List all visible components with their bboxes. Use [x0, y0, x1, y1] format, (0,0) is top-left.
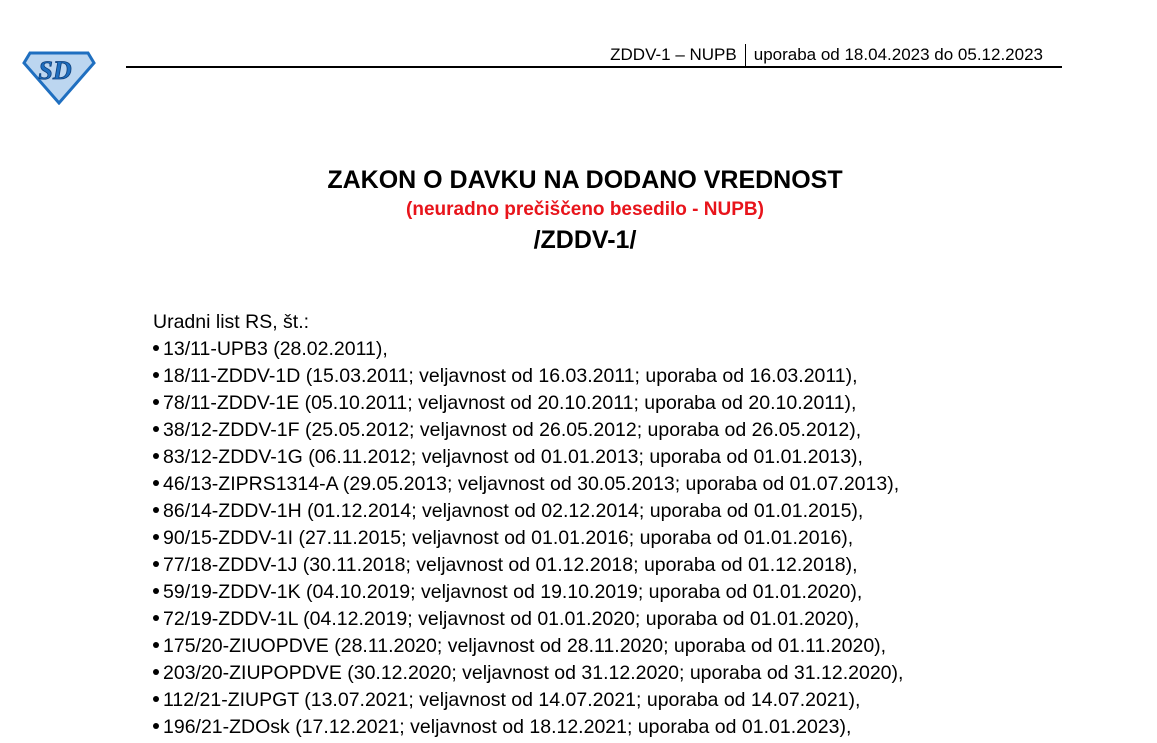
bullet-icon — [153, 344, 159, 351]
gazette-item-text: 203/20-ZIUPOPDVE (30.12.2020; veljavnost… — [163, 662, 904, 684]
header-code: ZDDV-1 – NUPB — [610, 45, 737, 64]
gazette-item: 46/13-ZIPRS1314-A (29.05.2013; veljavnos… — [153, 471, 903, 498]
gazette-item: 175/20-ZIUOPDVE (28.11.2020; veljavnost … — [153, 633, 903, 660]
bullet-icon — [153, 425, 159, 432]
sd-logo: SD — [22, 51, 96, 105]
document-subtitle: (neuradno prečiščeno besedilo - NUPB) — [406, 199, 764, 220]
gazette-item: 112/21-ZIUPGT (13.07.2021; veljavnost od… — [153, 687, 903, 714]
gazette-item: 203/20-ZIUPOPDVE (30.12.2020; veljavnost… — [153, 660, 903, 687]
bullet-icon — [153, 479, 159, 486]
bullet-icon — [153, 587, 159, 594]
bullet-icon — [153, 506, 159, 513]
running-header: ZDDV-1 – NUPB uporaba od 18.04.2023 do 0… — [610, 44, 1043, 66]
gazette-label: Uradni list RS, št.: — [153, 311, 310, 333]
bullet-icon — [153, 533, 159, 540]
document-abbreviation: /ZDDV-1/ — [533, 226, 637, 254]
gazette-item-text: 90/15-ZDDV-1I (27.11.2015; veljavnost od… — [163, 527, 854, 549]
header-separator — [744, 44, 746, 66]
svg-text:SD: SD — [38, 56, 71, 85]
gazette-item-text: 196/21-ZDOsk (17.12.2021; veljavnost od … — [163, 716, 852, 738]
bullet-icon — [153, 722, 159, 729]
bullet-icon — [153, 668, 159, 675]
gazette-item-text: 112/21-ZIUPGT (13.07.2021; veljavnost od… — [163, 689, 861, 711]
gazette-list: Uradni list RS, št.: 13/11-UPB3 (28.02.2… — [153, 309, 903, 741]
gazette-item-text: 59/19-ZDDV-1K (04.10.2019; veljavnost od… — [163, 581, 863, 603]
gazette-item-text: 13/11-UPB3 (28.02.2011), — [163, 338, 388, 360]
gazette-item-text: 78/11-ZDDV-1E (05.10.2011; veljavnost od… — [163, 392, 857, 414]
gazette-item: 83/12-ZDDV-1G (06.11.2012; veljavnost od… — [153, 444, 903, 471]
bullet-icon — [153, 452, 159, 459]
gazette-item: 72/19-ZDDV-1L (04.12.2019; veljavnost od… — [153, 606, 903, 633]
gazette-item-text: 46/13-ZIPRS1314-A (29.05.2013; veljavnos… — [163, 473, 900, 495]
gazette-item: 77/18-ZDDV-1J (30.11.2018; veljavnost od… — [153, 552, 903, 579]
gazette-item: 78/11-ZDDV-1E (05.10.2011; veljavnost od… — [153, 390, 903, 417]
bullet-icon — [153, 614, 159, 621]
gazette-item: 196/21-ZDOsk (17.12.2021; veljavnost od … — [153, 714, 903, 741]
gazette-item: 18/11-ZDDV-1D (15.03.2011; veljavnost od… — [153, 363, 903, 390]
gazette-item-text: 86/14-ZDDV-1H (01.12.2014; veljavnost od… — [163, 500, 864, 522]
bullet-icon — [153, 398, 159, 405]
gazette-item: 13/11-UPB3 (28.02.2011), — [153, 336, 903, 363]
gazette-item-text: 38/12-ZDDV-1F (25.05.2012; veljavnost od… — [163, 419, 862, 441]
bullet-icon — [153, 641, 159, 648]
gazette-item-text: 83/12-ZDDV-1G (06.11.2012; veljavnost od… — [163, 446, 863, 468]
gazette-item: 86/14-ZDDV-1H (01.12.2014; veljavnost od… — [153, 498, 903, 525]
gazette-item: 59/19-ZDDV-1K (04.10.2019; veljavnost od… — [153, 579, 903, 606]
gazette-item-text: 175/20-ZIUOPDVE (28.11.2020; veljavnost … — [163, 635, 887, 657]
document-title: ZAKON O DAVKU NA DODANO VREDNOST — [327, 166, 843, 194]
bullet-icon — [153, 560, 159, 567]
bullet-icon — [153, 371, 159, 378]
header-rule — [126, 66, 1062, 68]
gazette-item: 38/12-ZDDV-1F (25.05.2012; veljavnost od… — [153, 417, 903, 444]
bullet-icon — [153, 695, 159, 702]
gazette-item: 90/15-ZDDV-1I (27.11.2015; veljavnost od… — [153, 525, 903, 552]
gazette-item-text: 77/18-ZDDV-1J (30.11.2018; veljavnost od… — [163, 554, 858, 576]
header-usage-period: uporaba od 18.04.2023 do 05.12.2023 — [753, 45, 1043, 64]
gazette-item-text: 18/11-ZDDV-1D (15.03.2011; veljavnost od… — [163, 365, 858, 387]
gazette-item-text: 72/19-ZDDV-1L (04.12.2019; veljavnost od… — [163, 608, 860, 630]
